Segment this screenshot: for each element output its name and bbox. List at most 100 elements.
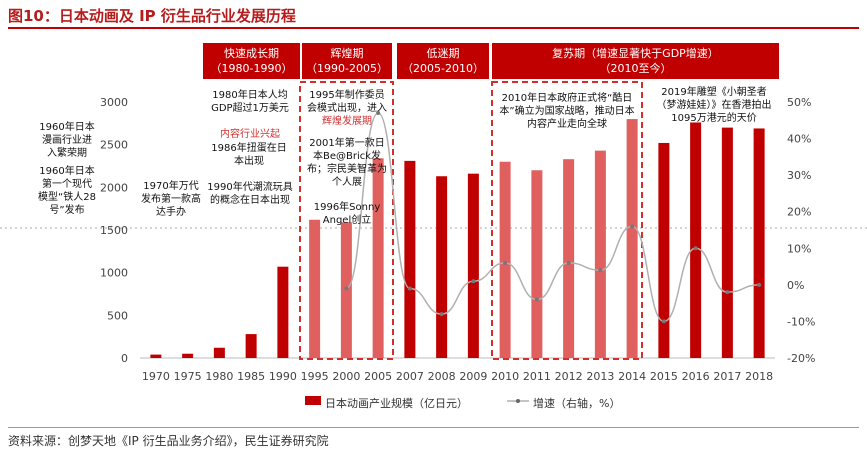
legend-bar-swatch <box>305 396 321 405</box>
bar-2017 <box>721 127 733 358</box>
annotation-2019: 2019年雕塑《小朝圣者（梦游娃娃）》在香港拍出1095万港元的天价 <box>656 87 772 124</box>
growth-point-2013 <box>598 268 603 273</box>
x-tick-label: 2010 <box>491 370 519 383</box>
period-name: 复苏期（增速显著快于GDP增速） <box>552 47 719 60</box>
figure-title: 图10：日本动画及 IP 衍生品行业发展历程 <box>8 7 296 25</box>
y-left-tick-label: 2000 <box>100 181 128 194</box>
bar-2012 <box>563 159 575 358</box>
x-tick-label: 1970 <box>142 370 170 383</box>
bar-2005 <box>372 158 384 358</box>
annotation-1980-text: 1980年日本人均GDP超过1万美元 <box>211 90 289 114</box>
y-right-tick-label: 0% <box>787 279 804 292</box>
bar-2009 <box>467 173 479 358</box>
x-tick-label: 2015 <box>650 370 678 383</box>
annotation-1995-text: 1995年制作委员会模式出现，进入 <box>307 90 387 114</box>
y-right-tick-label: 50% <box>787 96 811 109</box>
annotation-1986: 1986年扭蛋在日本出现 <box>211 143 287 167</box>
period-name: 辉煌期 <box>330 47 364 60</box>
growth-point-2017 <box>725 290 730 295</box>
y-left-tick-label: 3000 <box>100 96 128 109</box>
bar-1975 <box>182 353 194 358</box>
period-label-growth: 快速成长期 （1980-1990） <box>203 43 300 79</box>
growth-point-2016 <box>693 246 698 251</box>
period-range: （2010至今） <box>599 62 672 75</box>
annotation-1990: 1990年代潮流玩具的概念在日本出现 <box>207 182 293 206</box>
growth-point-2007 <box>407 286 412 291</box>
x-tick-label: 2007 <box>396 370 424 383</box>
growth-point-2015 <box>661 319 666 324</box>
x-tick-label: 2016 <box>682 370 710 383</box>
x-tick-label: 1990 <box>269 370 297 383</box>
y-left-tick-label: 1500 <box>100 224 128 237</box>
period-name: 快速成长期 <box>224 47 279 60</box>
bar-2016 <box>690 122 702 358</box>
growth-point-2014 <box>630 224 635 229</box>
annotation-1995-highlight: 辉煌发展期 <box>322 116 372 127</box>
y-left-tick-label: 1000 <box>100 267 128 280</box>
x-tick-label: 2009 <box>459 370 487 383</box>
legend-line-marker <box>516 399 520 403</box>
bar-2007 <box>404 160 416 358</box>
y-right-tick-label: 20% <box>787 206 811 219</box>
period-label-recovery: 复苏期（增速显著快于GDP增速） （2010至今） <box>492 43 779 79</box>
y-left-tick-label: 2500 <box>100 139 128 152</box>
legend-line-label: 增速（右轴，%） <box>533 397 621 410</box>
annotation-1970: 1970年万代发布第一款高达手办 <box>141 181 201 218</box>
highlight-frame-glory <box>299 81 394 360</box>
bar-1985 <box>245 334 257 358</box>
y-left-tick-label: 0 <box>121 352 128 365</box>
growth-point-2008 <box>439 312 444 317</box>
y-right-tick-label: -20% <box>787 352 815 365</box>
bar-2015 <box>658 142 670 358</box>
x-tick-label: 2018 <box>745 370 773 383</box>
bar-2011 <box>531 170 543 358</box>
title-rule <box>8 27 859 29</box>
annotation-2010: 2010年日本政府正式将“酷日本”确立为国家战略，推动日本内容产业走向全球 <box>499 93 635 130</box>
period-label-glory: 辉煌期 （1990-2005） <box>302 43 392 79</box>
x-tick-label: 2011 <box>523 370 551 383</box>
growth-point-2000 <box>344 286 349 291</box>
period-name: 低迷期 <box>426 47 460 60</box>
bar-1995 <box>309 219 321 358</box>
bar-2018 <box>753 128 765 358</box>
annotation-2001: 2001年第一款日本Be@Brick发布；宗民美智革为个人展 <box>307 138 387 188</box>
bar-2014 <box>626 119 638 358</box>
x-tick-label: 2014 <box>618 370 646 383</box>
y-left-tick-label: 500 <box>107 309 128 322</box>
legend-bar-label: 日本动画产业规模（亿日元） <box>325 397 468 410</box>
bar-1980 <box>213 347 225 358</box>
footer-rule <box>8 427 859 428</box>
bar-2013 <box>594 150 606 358</box>
bar-1970 <box>150 354 162 358</box>
period-range: （1980-1990） <box>210 62 293 75</box>
x-tick-label: 1985 <box>237 370 265 383</box>
bar-2008 <box>436 176 448 358</box>
period-range: （2005-2010） <box>402 62 484 75</box>
y-right-tick-label: 40% <box>787 133 811 146</box>
growth-point-2011 <box>534 297 539 302</box>
annotation-1960-manga: 1960年日本漫画行业进入繁荣期 <box>39 122 95 159</box>
growth-point-2005 <box>376 110 381 115</box>
period-label-slump: 低迷期 （2005-2010） <box>397 43 489 79</box>
highlight-frame-recovery <box>491 81 643 360</box>
bar-2010 <box>499 161 511 358</box>
growth-point-2009 <box>471 279 476 284</box>
x-tick-label: 1980 <box>205 370 233 383</box>
growth-point-2012 <box>566 260 571 265</box>
x-tick-label: 1995 <box>301 370 329 383</box>
y-right-tick-label: -10% <box>787 315 815 328</box>
growth-line <box>345 112 760 323</box>
growth-point-2018 <box>757 282 762 287</box>
period-range: （1990-2005） <box>306 62 388 75</box>
annotation-1995: 1995年制作委员会模式出现，进入 辉煌发展期 <box>305 89 389 128</box>
bar-1990 <box>277 266 289 358</box>
growth-point-2010 <box>503 260 508 265</box>
annotation-1980-highlight: 内容行业兴起 <box>220 129 280 140</box>
x-tick-label: 2012 <box>555 370 583 383</box>
x-tick-label: 1975 <box>174 370 202 383</box>
annotation-1996: 1996年Sonny Angel创立 <box>313 202 381 226</box>
source-note: 资料来源：创梦天地《IP 衍生品业务介绍》，民生证券研究院 <box>8 434 329 448</box>
x-tick-label: 2017 <box>713 370 741 383</box>
x-tick-label: 2013 <box>586 370 614 383</box>
annotation-1980: 1980年日本人均GDP超过1万美元 内容行业兴起 <box>207 89 293 141</box>
